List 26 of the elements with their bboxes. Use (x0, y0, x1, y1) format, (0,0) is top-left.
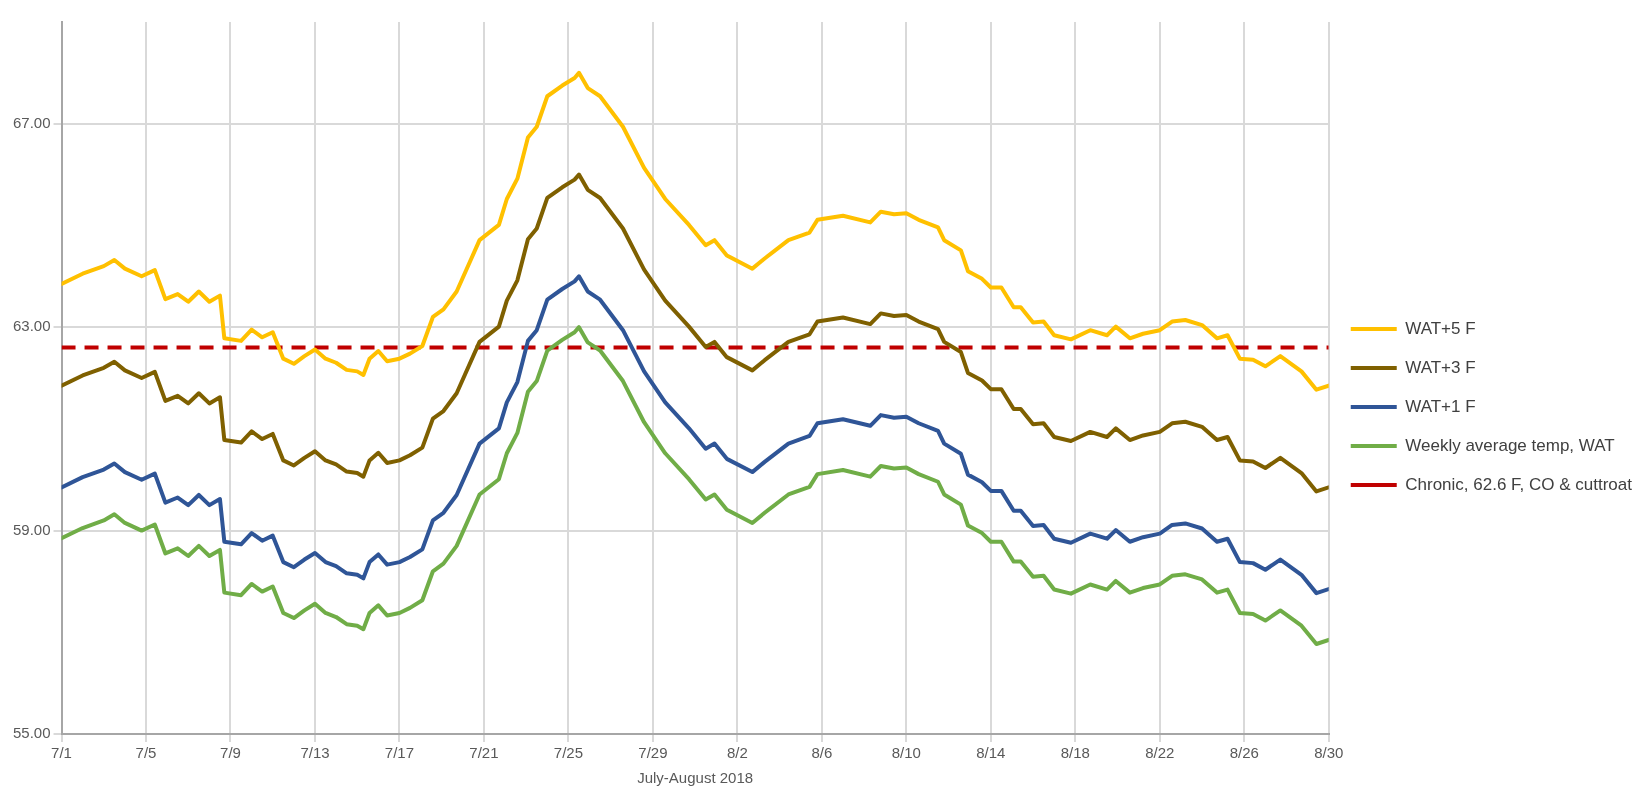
y-tick-label: 59.00 (12, 520, 51, 538)
x-tick-label: 8/10 (891, 744, 921, 762)
x-tick-label: 8/14 (976, 744, 1006, 762)
legend-label: Chronic, 62.6 F, CO & cuttroat (1405, 474, 1633, 494)
x-tick-label: 7/5 (135, 744, 157, 762)
x-tick-label: 7/29 (638, 744, 668, 762)
legend-label: Weekly average temp, WAT (1405, 435, 1615, 455)
x-tick-label: 7/1 (51, 744, 72, 762)
x-tick-label: 7/13 (300, 744, 330, 762)
x-tick-label: 7/21 (469, 744, 499, 762)
legend-label: WAT+3 F (1405, 357, 1476, 377)
x-axis-title: July-August 2018 (637, 769, 754, 787)
legend-label: WAT+1 F (1405, 396, 1476, 416)
y-tick-label: 67.00 (12, 113, 51, 131)
x-tick-label: 8/18 (1060, 744, 1090, 762)
y-tick-label: 55.00 (12, 724, 51, 742)
x-tick-label: 8/2 (726, 744, 748, 762)
x-tick-label: 8/6 (811, 744, 833, 762)
x-tick-label: 8/30 (1314, 744, 1344, 762)
x-tick-label: 8/22 (1145, 744, 1175, 762)
x-tick-label: 7/9 (220, 744, 241, 762)
y-tick-label: 63.00 (12, 317, 51, 335)
x-tick-label: 7/25 (553, 744, 584, 762)
legend-label: WAT+5 F (1405, 318, 1476, 338)
x-tick-label: 8/26 (1229, 744, 1259, 762)
x-tick-label: 7/17 (384, 744, 415, 762)
